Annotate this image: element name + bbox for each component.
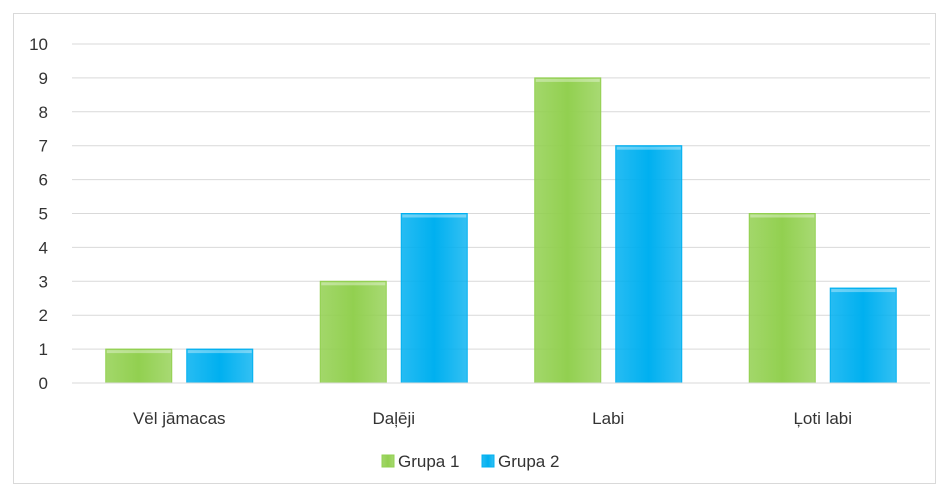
- bar-highlight: [321, 282, 386, 286]
- bar-highlight: [535, 78, 600, 82]
- y-tick-label: 5: [39, 205, 48, 224]
- bar-grupa-2: [829, 287, 897, 384]
- x-category-label: Daļēji: [372, 409, 415, 428]
- bar-highlight: [831, 289, 896, 293]
- y-tick-label: 9: [39, 69, 48, 88]
- bar-grupa-2: [400, 213, 468, 384]
- x-category-label: Labi: [592, 409, 624, 428]
- bars: [105, 77, 897, 384]
- y-tick-label: 6: [39, 171, 48, 190]
- bar-highlight: [106, 350, 171, 354]
- bar-grupa-1: [319, 280, 387, 384]
- y-tick-label: 3: [39, 272, 48, 291]
- bar-grupa-2: [615, 145, 683, 384]
- bar-highlight: [616, 146, 681, 150]
- x-category-label: Ļoti labi: [793, 409, 852, 428]
- bar-grupa-1: [534, 77, 602, 384]
- bar-grupa-1: [748, 213, 816, 384]
- bar-highlight: [750, 214, 815, 218]
- y-tick-label: 1: [39, 340, 48, 359]
- legend-label: Grupa 2: [498, 452, 559, 471]
- y-axis-tick-labels: 0 1 2 3 4 5 6 7 8 9 10: [29, 35, 48, 393]
- y-tick-label: 2: [39, 306, 48, 325]
- y-tick-label: 7: [39, 137, 48, 156]
- y-tick-label: 8: [39, 103, 48, 122]
- legend-swatch: [481, 454, 495, 468]
- bar-highlight: [402, 214, 467, 218]
- legend-label: Grupa 1: [398, 452, 459, 471]
- bar-grupa-2: [186, 348, 254, 384]
- x-axis-category-labels: Vēl jāmacas Daļēji Labi Ļoti labi: [133, 409, 852, 428]
- x-category-label: Vēl jāmacas: [133, 409, 226, 428]
- bar-highlight: [187, 350, 252, 354]
- legend-swatch: [381, 454, 395, 468]
- bar-grupa-1: [105, 348, 173, 384]
- legend: Grupa 1 Grupa 2: [381, 452, 559, 471]
- y-tick-label: 10: [29, 35, 48, 54]
- y-tick-label: 0: [39, 374, 48, 393]
- y-tick-label: 4: [39, 238, 48, 257]
